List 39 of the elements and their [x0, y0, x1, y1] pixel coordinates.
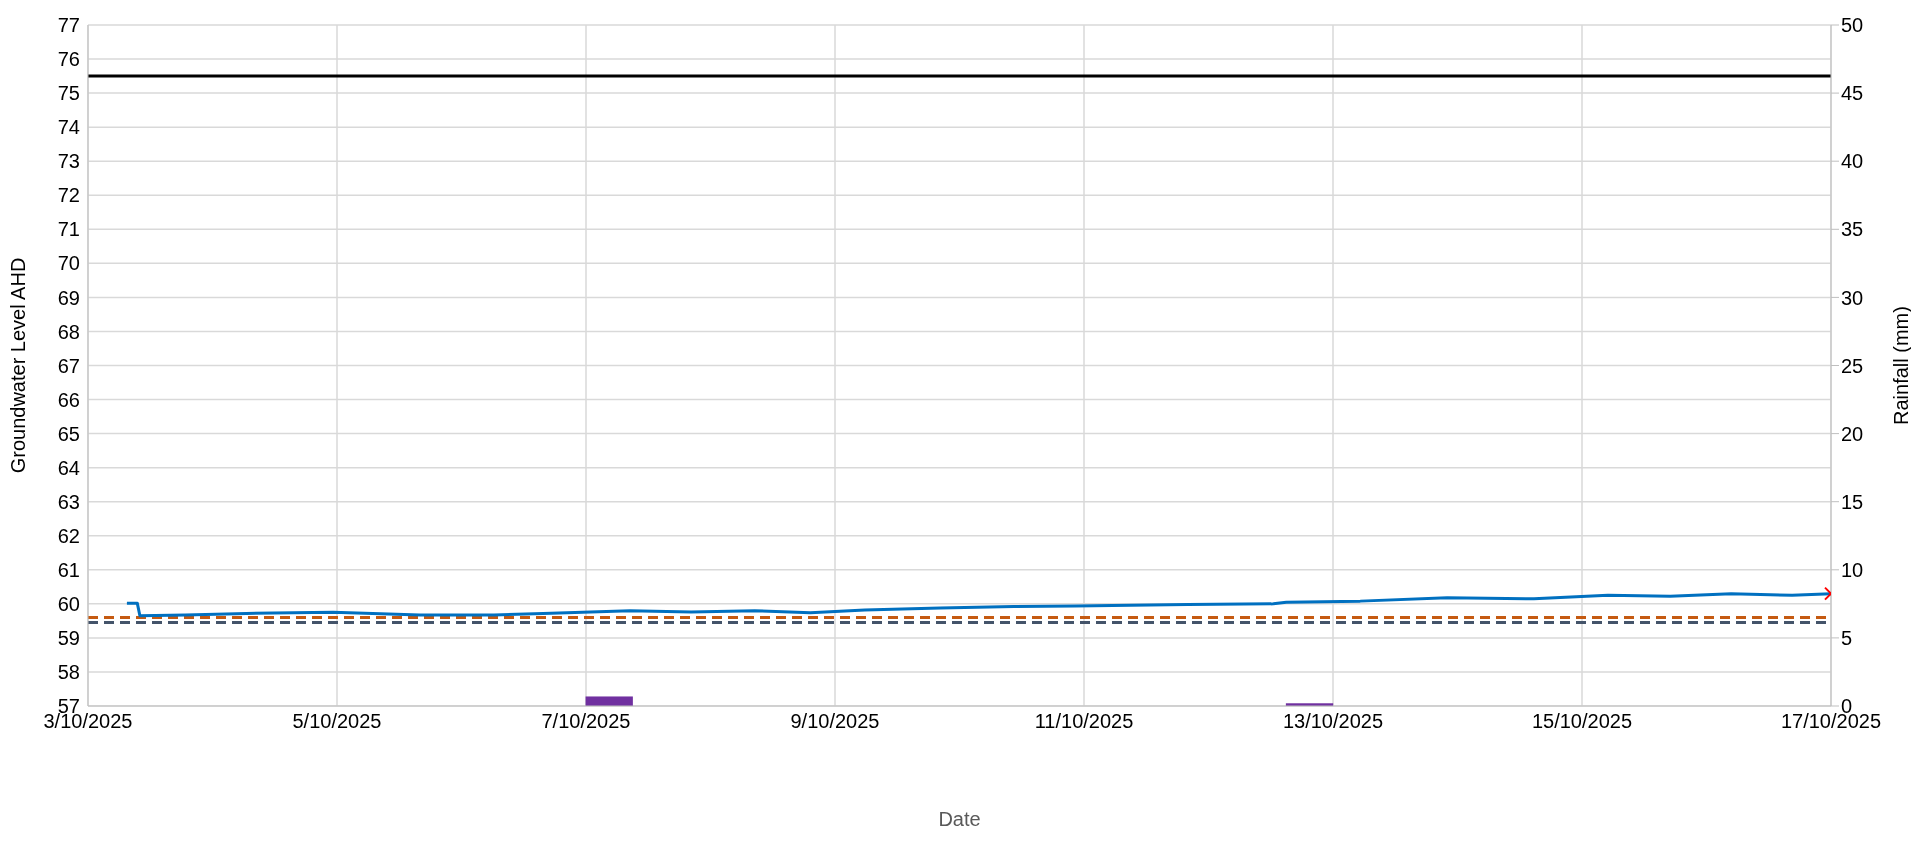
y-tick-label: 74: [57, 116, 80, 139]
y-tick-label: 69: [57, 286, 80, 309]
x-tick-label: 9/10/2025: [790, 710, 880, 733]
y-tick-label: 65: [57, 422, 80, 445]
y2-tick-label: 25: [1841, 354, 1864, 377]
x-tick-label: 5/10/2025: [292, 710, 382, 733]
y-tick-label: 70: [57, 252, 80, 275]
y-tick-label: 64: [57, 456, 80, 479]
x-tick-label: 13/10/2025: [1282, 710, 1384, 733]
y-tick-label: 58: [57, 661, 80, 684]
y-tick-label: 68: [57, 320, 80, 343]
y2-tick-label: 30: [1841, 286, 1864, 309]
y2-tick-label: 40: [1841, 150, 1864, 173]
y2-tick-label: 35: [1841, 218, 1864, 241]
y-tick-label: 59: [57, 627, 80, 649]
y-tick-label: 63: [57, 490, 80, 513]
y2-tick-label: 15: [1841, 490, 1864, 513]
y-tick-label: 66: [57, 388, 80, 411]
y-axis-title: Groundwater Level AHD: [7, 257, 30, 474]
x-tick-label: 7/10/2025: [541, 710, 631, 733]
y-tick-label: 71: [57, 218, 80, 241]
y-tick-label: 75: [57, 82, 80, 105]
y2-tick-label: 10: [1841, 558, 1864, 581]
y2-tick-label: 45: [1841, 82, 1864, 105]
y2-tick-label: 20: [1841, 422, 1864, 445]
y-tick-label: 77: [57, 14, 80, 37]
y-tick-label: 76: [57, 48, 80, 71]
y-tick-label: 67: [57, 354, 80, 377]
y2-tick-label: 50: [1841, 14, 1864, 37]
line-series: [125, 592, 1831, 618]
x-tick-label: 15/10/2025: [1531, 710, 1633, 733]
y-tick-label: 60: [57, 592, 80, 615]
y-tick-label: 72: [57, 184, 80, 207]
x-axis-title: Date: [938, 808, 981, 830]
y-tick-label: 73: [57, 150, 80, 173]
x-tick-label: 11/10/2025: [1034, 710, 1134, 733]
y-tick-label: 62: [57, 524, 80, 547]
y-tick-label: 61: [57, 558, 80, 581]
y2-tick-label: 5: [1841, 627, 1853, 649]
